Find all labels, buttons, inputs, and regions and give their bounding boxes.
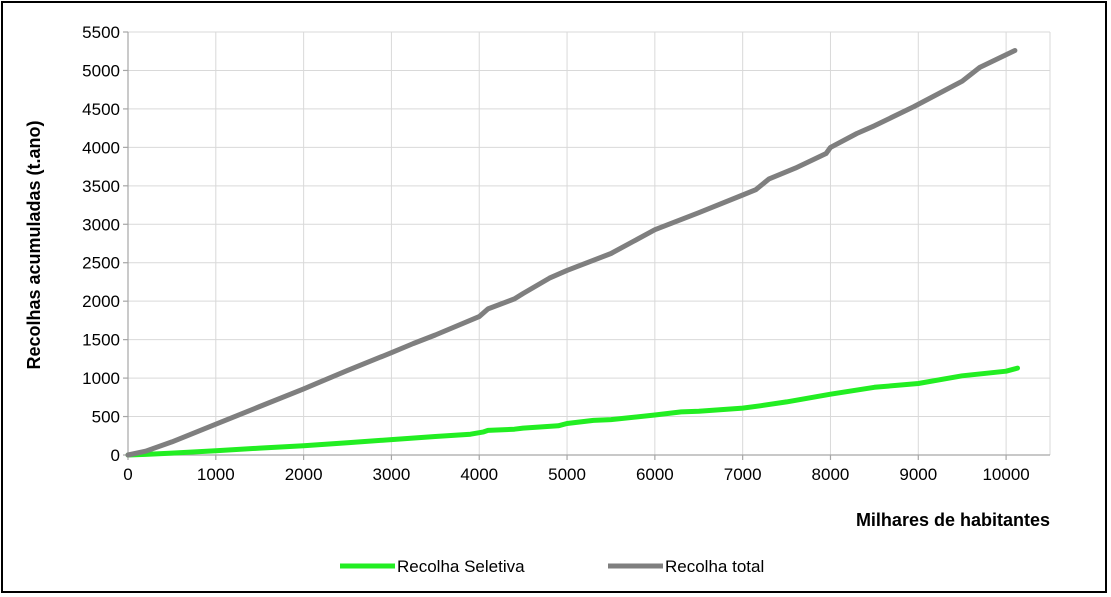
y-tick-label: 2500 xyxy=(82,254,120,273)
x-tick-label: 4000 xyxy=(460,465,498,484)
x-tick-label: 2000 xyxy=(285,465,323,484)
x-tick-label: 3000 xyxy=(373,465,411,484)
x-tick-labels: 0 1000 2000 3000 4000 5000 6000 7000 8000 9000 100… xyxy=(123,465,1029,484)
x-tick-label: 10000 xyxy=(982,465,1029,484)
y-tick-label: 3000 xyxy=(82,215,120,234)
series-line-0 xyxy=(125,365,1020,458)
x-tick-label: 5000 xyxy=(548,465,586,484)
series-line-1 xyxy=(125,48,1018,458)
legend: Recolha Seletiva Recolha total xyxy=(340,557,764,576)
y-tick-label: 5500 xyxy=(82,23,120,42)
gridlines xyxy=(128,31,1051,455)
y-axis-title: Recolhas acumuladas (t.ano) xyxy=(24,120,44,369)
y-tick-label: 500 xyxy=(92,408,120,427)
y-tick-label: 1500 xyxy=(82,331,120,350)
x-tick-label: 0 xyxy=(123,465,132,484)
x-tick-label: 7000 xyxy=(724,465,762,484)
y-tick-label: 3500 xyxy=(82,177,120,196)
y-tick-label: 4500 xyxy=(82,100,120,119)
y-tick-label: 2000 xyxy=(82,292,120,311)
legend-label-0: Recolha Seletiva xyxy=(397,557,525,576)
x-tick-label: 9000 xyxy=(899,465,937,484)
y-tick-label: 5000 xyxy=(82,61,120,80)
legend-label-1: Recolha total xyxy=(665,557,764,576)
y-tick-label: 1000 xyxy=(82,369,120,388)
x-tick-label: 1000 xyxy=(197,465,235,484)
x-tick-label: 6000 xyxy=(636,465,674,484)
y-tick-label: 0 xyxy=(111,446,120,465)
y-tick-label: 4000 xyxy=(82,138,120,157)
series-lines xyxy=(125,48,1020,458)
axes xyxy=(123,31,1050,460)
y-tick-labels: 0 500 1000 1500 2000 2500 3000 3500 4000 4500 5000… xyxy=(82,23,120,465)
x-tick-label: 8000 xyxy=(812,465,850,484)
x-axis-title: Milhares de habitantes xyxy=(856,510,1050,530)
